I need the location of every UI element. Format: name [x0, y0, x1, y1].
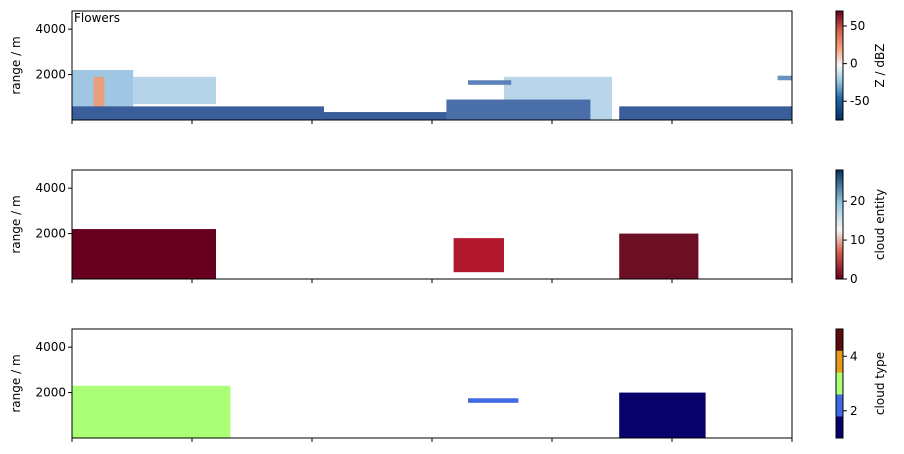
y-tick-label: 2000	[35, 386, 66, 400]
data-region	[72, 385, 231, 438]
colorbar-label: Z / dBZ	[873, 44, 887, 88]
data-region	[619, 233, 699, 279]
colorbar-level	[836, 394, 843, 417]
colorbar-tick-label: 2	[850, 404, 858, 418]
colorbar-1: -50 0 50 Z / dBZ	[835, 10, 887, 121]
colorbar-label: cloud entity	[873, 189, 887, 260]
colorbar-tick-label: 0	[850, 272, 858, 286]
colorbar-level	[836, 372, 843, 395]
colorbar-3: 2 4 cloud type	[835, 328, 887, 439]
panels: 2000 4000 range / m -50 0 50 Z / dBZ 2000 4000 ra…	[9, 10, 887, 442]
y-axis-label: range / m	[9, 354, 23, 412]
colorbar-tick-label: 4	[850, 349, 858, 363]
colorbar-gradient	[836, 11, 843, 120]
plot-area-3	[72, 385, 706, 438]
data-region	[777, 75, 792, 81]
colorbar-tick-label: 10	[850, 233, 865, 247]
data-region	[619, 106, 792, 120]
data-region	[446, 99, 591, 120]
colorbar-gradient	[836, 170, 843, 279]
data-region	[72, 229, 216, 279]
colorbar-frame	[835, 169, 844, 280]
plot-area-1	[72, 70, 792, 120]
data-region	[453, 238, 504, 273]
colorbar-tick-label: -50	[850, 94, 870, 108]
data-region	[133, 76, 216, 105]
data-region	[468, 80, 512, 85]
colorbar-level	[836, 329, 843, 351]
colorbar-tick-label: 20	[850, 194, 865, 208]
plot-area-2	[72, 229, 699, 279]
colorbar-tick-label: 0	[850, 57, 858, 71]
y-axis-label: range / m	[9, 36, 23, 94]
data-region	[468, 398, 519, 403]
colorbar-level	[836, 416, 843, 438]
y-axis-label: range / m	[9, 195, 23, 253]
y-tick-label: 4000	[35, 181, 66, 195]
figure-label: Flowers	[74, 11, 120, 25]
y-tick-label: 2000	[35, 68, 66, 82]
colorbar-tick-label: 50	[850, 19, 865, 33]
colorbar-frame	[835, 328, 844, 439]
y-tick-label: 4000	[35, 22, 66, 36]
colorbar-level	[836, 350, 843, 373]
data-region	[93, 76, 105, 120]
y-tick-label: 2000	[35, 227, 66, 241]
data-region	[619, 392, 706, 438]
colorbar-2: 0 10 20 cloud entity	[835, 169, 887, 286]
colorbar-label: cloud type	[873, 352, 887, 415]
y-tick-label: 4000	[35, 340, 66, 354]
colorbar-frame	[835, 10, 844, 121]
data-region	[72, 106, 324, 120]
